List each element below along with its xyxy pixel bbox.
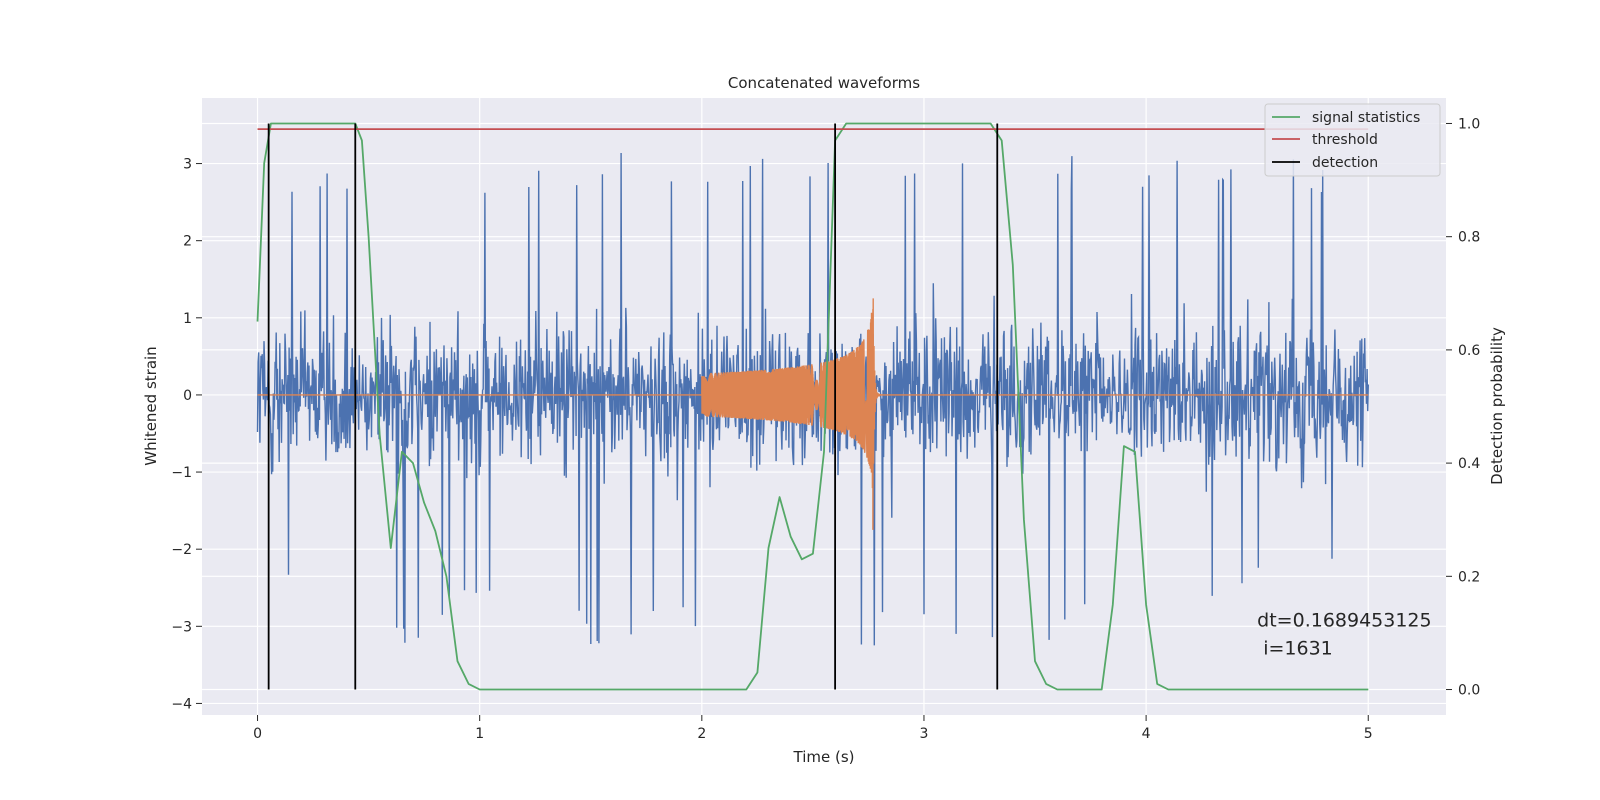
y-tick-label: 1 (183, 311, 192, 327)
x-axis-label: Time (s) (793, 748, 855, 766)
chart-title: Concatenated waveforms (728, 74, 920, 92)
x-tick-label: 3 (920, 726, 929, 742)
y2-tick-label: 0.8 (1458, 230, 1480, 246)
y-tick-label: 3 (183, 157, 192, 173)
y2-tick-labels: 1.0 0.8 0.6 0.4 0.2 0.0 (1446, 116, 1480, 699)
y-tick-label: −4 (171, 696, 192, 712)
x-tick-label: 0 (253, 726, 262, 742)
y-tick-label: −2 (171, 542, 192, 558)
signal-statistics-line (256, 122, 1369, 691)
injected-signal-series (257, 298, 1369, 530)
x-tick-label: 2 (697, 726, 706, 742)
y2-axis-label: Detection probability (1488, 327, 1506, 485)
legend-label-threshold: threshold (1312, 132, 1378, 148)
annotation: dt=0.1689453125 i=1631 (1257, 609, 1431, 659)
y-tick-label: 0 (183, 388, 192, 404)
legend-label-signal-statistics: signal statistics (1312, 110, 1420, 126)
annotation-i: i=1631 (1257, 637, 1333, 659)
annotation-dt: dt=0.1689453125 (1257, 609, 1431, 631)
x-tick-label: 1 (475, 726, 484, 742)
y-axis-label: Whitened strain (142, 346, 160, 465)
y-tick-label: −1 (171, 465, 192, 481)
y2-tick-label: 0.0 (1458, 683, 1480, 699)
y2-tick-label: 1.0 (1458, 116, 1480, 132)
injected-signal-line (257, 298, 1369, 530)
y2-tick-label: 0.2 (1458, 569, 1480, 585)
legend: signal statistics threshold detection (1264, 103, 1441, 177)
y-tick-label: 2 (183, 234, 192, 250)
y-tick-label: −3 (171, 619, 192, 635)
y-tick-labels: 3 2 1 0 −1 −2 −3 −4 (171, 157, 202, 712)
legend-label-detection: detection (1312, 155, 1378, 171)
signal-statistics-series (256, 122, 1369, 691)
y2-tick-label: 0.6 (1458, 343, 1480, 359)
x-tick-label: 5 (1364, 726, 1373, 742)
detection-series (267, 123, 999, 690)
x-tick-labels: 0 1 2 3 4 5 (253, 715, 1373, 742)
legend-box (1264, 103, 1441, 177)
x-tick-label: 4 (1142, 726, 1151, 742)
y2-tick-label: 0.4 (1458, 456, 1480, 472)
